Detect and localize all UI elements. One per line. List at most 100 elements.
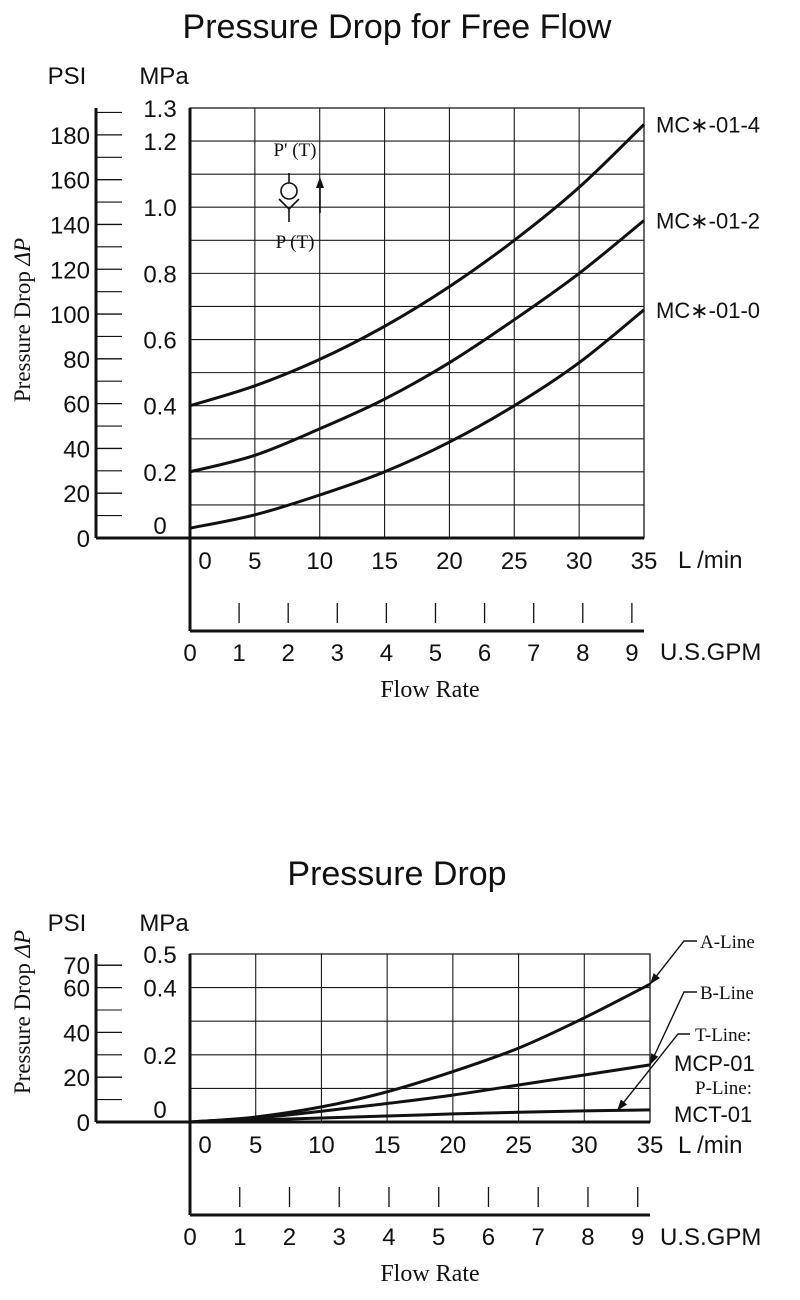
chart2-x-unit: L /min — [678, 1132, 742, 1159]
mpa-tick-label: 0.8 — [143, 261, 176, 288]
chart2-mpa-unit: MPa — [139, 910, 189, 937]
chart2-x-axis-label: Flow Rate — [380, 1261, 479, 1287]
gpm-tick-label: 0 — [183, 1224, 196, 1251]
mpa-tick-label: 1.2 — [143, 129, 176, 156]
chart2-ylabel-text: Pressure Drop — [10, 957, 35, 1094]
mpa-tick-label: 1.3 — [143, 96, 176, 123]
plot-frame — [189, 107, 645, 539]
plot-frame — [189, 953, 651, 1123]
lmin-tick-label: 0 — [198, 1132, 211, 1159]
gpm-tick-label: 5 — [432, 1224, 445, 1251]
leader-t-line — [616, 1033, 690, 1112]
lmin-tick-label: 20 — [436, 548, 463, 575]
lmin-tick-label: 25 — [505, 1132, 532, 1159]
lmin-tick-label: 30 — [566, 548, 593, 575]
series-label-3: MC∗-01-0 — [656, 298, 760, 323]
series-label-1: MC∗-01-4 — [656, 113, 760, 138]
chart1-axes — [94, 108, 644, 633]
psi-tick-label: 40 — [63, 436, 90, 463]
mpa-tick-label: 0.4 — [143, 394, 176, 421]
gpm-tick-label: 8 — [576, 640, 589, 667]
callout-mcp-01: MCP-01 — [674, 1051, 755, 1076]
gpm-tick-label: 4 — [382, 1224, 395, 1251]
chart1-mpa-unit: MPa — [139, 63, 189, 90]
chart2-ylabel-symbol: ΔP — [10, 930, 35, 959]
lmin-tick-label: 20 — [440, 1132, 467, 1159]
mpa-tick-label: 0.5 — [143, 942, 176, 969]
psi-tick-label: 180 — [50, 123, 90, 150]
chart1-ylabel-symbol: ΔP — [10, 238, 35, 267]
gpm-tick-label: 6 — [478, 640, 491, 667]
lmin-tick-label: 5 — [248, 548, 261, 575]
series-line-2 — [189, 1063, 651, 1124]
chart1-psi-unit: PSI — [48, 63, 87, 90]
mpa-tick-label: 0 — [153, 513, 166, 540]
lmin-tick-label: 5 — [249, 1132, 262, 1159]
gpm-tick-label: 2 — [283, 1224, 296, 1251]
psi-tick-label: 100 — [50, 302, 90, 329]
gpm-tick-label: 1 — [233, 1224, 246, 1251]
gpm-tick-label: 9 — [631, 1224, 644, 1251]
chart1-x-axis-label: Flow Rate — [380, 677, 479, 703]
lmin-tick-label: 35 — [631, 548, 658, 575]
psi-tick-label: 20 — [63, 1065, 90, 1092]
chart2-series — [189, 982, 651, 1124]
callout-mct-01: MCT-01 — [674, 1102, 752, 1127]
callout-b-line: B-Line — [700, 983, 754, 1004]
chart2-title: Pressure Drop — [287, 855, 506, 893]
gpm-tick-label: 8 — [581, 1224, 594, 1251]
psi-tick-label: 20 — [63, 481, 90, 508]
gpm-tick-label: 6 — [482, 1224, 495, 1251]
callout-a-line: A-Line — [700, 932, 755, 953]
chart1-title: Pressure Drop for Free Flow — [183, 8, 612, 46]
series-line-1 — [189, 123, 646, 408]
series-line-2 — [189, 219, 645, 474]
chart1-ticks: 00.20.40.60.81.01.21.3020406080100120140… — [50, 96, 657, 667]
mpa-tick-label: 0.2 — [143, 460, 176, 487]
chart2-gpm-unit: U.S.GPM — [660, 1224, 761, 1251]
psi-tick-label: 70 — [63, 953, 90, 980]
psi-tick-label: 80 — [63, 347, 90, 374]
chart-pressure-drop: Pressure Drop PSI MPa Pressure Drop ΔP L… — [10, 855, 761, 1287]
lmin-tick-label: 15 — [371, 548, 398, 575]
lmin-tick-label: 30 — [571, 1132, 598, 1159]
psi-tick-label: 0 — [77, 1110, 90, 1137]
lmin-tick-label: 10 — [306, 548, 333, 575]
gpm-tick-label: 9 — [625, 640, 638, 667]
chart2-callouts: A-Line B-Line T-Line: MCP-01 P-Line: MCT… — [616, 932, 755, 1127]
arrow-a-icon — [650, 973, 660, 985]
mpa-tick-label: 0.4 — [143, 976, 176, 1003]
mpa-tick-label: 1.0 — [143, 195, 176, 222]
gpm-tick-label: 5 — [429, 640, 442, 667]
gpm-tick-label: 0 — [183, 640, 196, 667]
series-line-3 — [189, 1108, 651, 1124]
inset-bottom-label: P (T) — [276, 232, 315, 253]
psi-tick-label: 60 — [63, 976, 90, 1003]
gpm-tick-label: 3 — [331, 640, 344, 667]
flow-arrow-icon — [316, 177, 324, 188]
chart1-grid — [189, 107, 645, 539]
lmin-tick-label: 25 — [501, 548, 528, 575]
psi-tick-label: 160 — [50, 168, 90, 195]
callout-t-line: T-Line: — [695, 1025, 751, 1046]
chart-free-flow: Pressure Drop for Free Flow PSI MPa Pres… — [10, 8, 761, 703]
lmin-tick-label: 10 — [308, 1132, 335, 1159]
lmin-tick-label: 35 — [637, 1132, 664, 1159]
chart2-axes — [94, 954, 650, 1217]
series-line-3 — [189, 308, 645, 530]
inset-top-label: P' (T) — [273, 140, 316, 161]
chart1-y-axis-label: Pressure Drop ΔP — [10, 238, 35, 402]
chart1-x-unit: L /min — [678, 547, 742, 574]
gpm-tick-label: 7 — [527, 640, 540, 667]
leader-b-line — [649, 991, 697, 1066]
series-line-1 — [189, 982, 651, 1124]
gpm-tick-label: 1 — [232, 640, 245, 667]
psi-tick-label: 0 — [77, 526, 90, 553]
chart2-y-axis-label: Pressure Drop ΔP — [10, 930, 35, 1094]
lmin-tick-label: 0 — [198, 548, 211, 575]
gpm-tick-label: 7 — [532, 1224, 545, 1251]
valve-ball-icon — [280, 182, 298, 200]
arrow-t-icon — [617, 1099, 628, 1111]
